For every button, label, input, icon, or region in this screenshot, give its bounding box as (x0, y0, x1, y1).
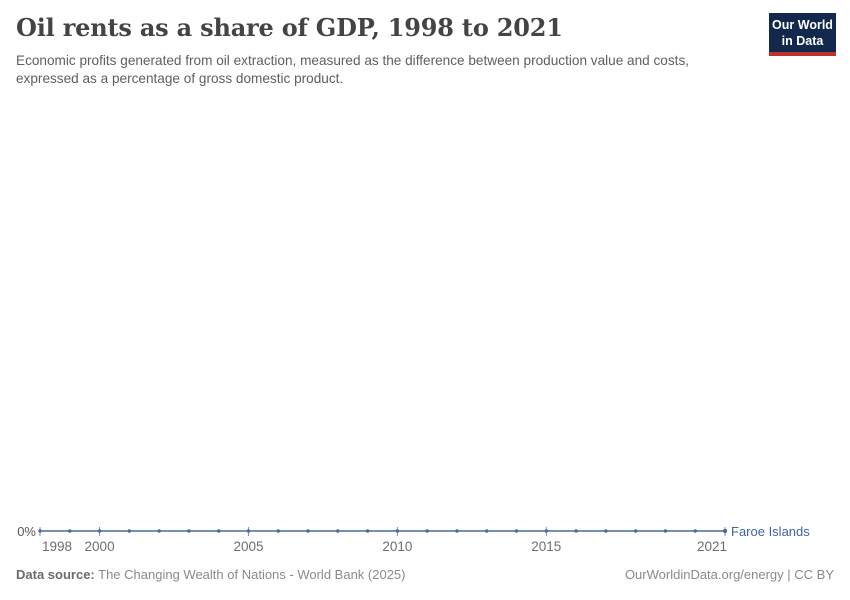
data-point[interactable] (68, 529, 72, 533)
data-point[interactable] (455, 529, 459, 533)
data-point[interactable] (216, 529, 221, 533)
footer-datasource: Data source: The Changing Wealth of Nati… (16, 567, 406, 582)
data-point[interactable] (514, 529, 519, 533)
data-point[interactable] (574, 529, 578, 533)
x-axis-tick-label: 1998 (42, 539, 73, 554)
data-point[interactable] (306, 529, 310, 533)
owid-logo[interactable]: Our World in Data (769, 13, 836, 56)
page-title: Oil rents as a share of GDP, 1998 to 202… (16, 13, 563, 42)
data-point[interactable] (395, 529, 400, 533)
footer-datasource-link[interactable]: The Changing Wealth of Nations - World B… (98, 567, 406, 582)
data-point[interactable] (187, 529, 191, 533)
data-point[interactable] (336, 529, 340, 533)
x-axis-tick-label: 2021 (696, 539, 727, 554)
data-point[interactable] (276, 529, 280, 533)
data-point[interactable] (693, 529, 697, 533)
y-axis-tick-label: 0% (17, 524, 36, 539)
data-point[interactable] (246, 529, 251, 533)
data-point[interactable] (127, 529, 132, 533)
data-point[interactable] (485, 529, 489, 533)
data-point[interactable] (544, 529, 549, 533)
owid-logo-line1: Our World (772, 18, 833, 32)
entity-label-faroe-islands[interactable]: Faroe Islands (731, 524, 810, 539)
x-axis-tick-label: 2005 (233, 539, 264, 554)
footer-credit-link[interactable]: OurWorldinData.org/energy | CC BY (624, 567, 834, 582)
x-axis-tick-label: 2015 (531, 539, 562, 554)
data-point[interactable] (633, 529, 638, 533)
data-point[interactable] (722, 528, 728, 534)
data-point[interactable] (604, 529, 608, 533)
footer-datasource-label: Data source: (16, 567, 95, 582)
data-point[interactable] (663, 529, 668, 533)
data-point[interactable] (38, 529, 42, 533)
data-point[interactable] (365, 529, 370, 533)
x-axis-tick-label: 2010 (382, 539, 413, 554)
x-axis-tick-label: 2000 (84, 539, 115, 554)
owid-logo-line2: in Data (781, 34, 824, 48)
page-footer: Data source: The Changing Wealth of Nati… (16, 567, 834, 582)
data-point[interactable] (425, 529, 429, 533)
page-subtitle: Economic profits generated from oil extr… (16, 53, 690, 86)
data-point[interactable] (97, 529, 102, 533)
data-point[interactable] (157, 529, 161, 533)
